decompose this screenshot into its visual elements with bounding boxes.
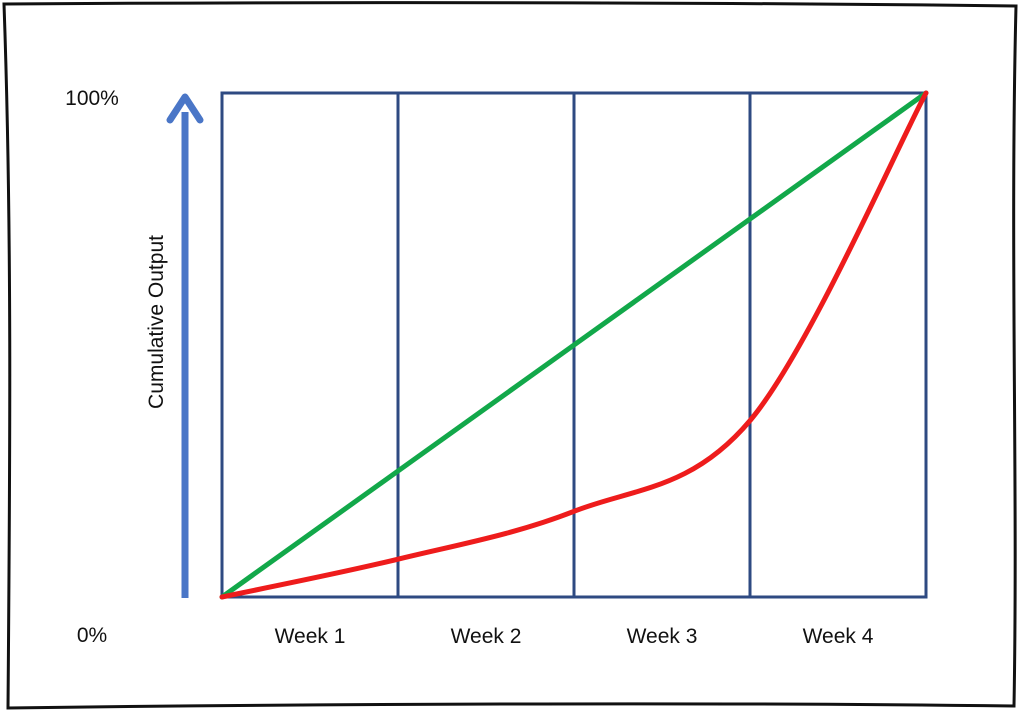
x-tick-label: Week 2 [451,625,522,648]
series-line-green [219,90,929,600]
y-tick-label-bottom: 0% [77,624,107,647]
plot-area: Week 1 Week 2 Week 3 Week 4 [219,90,929,648]
x-tick-label: Week 3 [627,625,698,648]
y-axis-label: Cumulative Output [145,235,168,409]
y-axis-arrow [166,93,204,598]
x-tick-label: Week 1 [275,625,346,648]
arrow-head [166,93,204,124]
x-tick-label: Week 4 [803,625,874,648]
y-tick-label-top: 100% [65,87,119,110]
series-line-red [219,90,929,600]
